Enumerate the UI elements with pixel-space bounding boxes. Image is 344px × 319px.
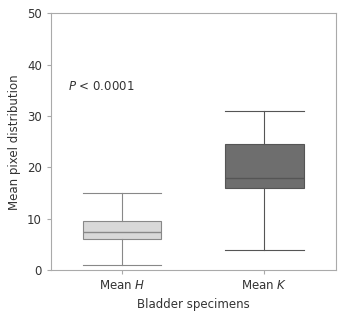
Y-axis label: Mean pixel distribution: Mean pixel distribution xyxy=(8,74,21,210)
Text: $P$ < 0.0001: $P$ < 0.0001 xyxy=(68,80,134,93)
X-axis label: Bladder specimens: Bladder specimens xyxy=(137,298,250,311)
FancyBboxPatch shape xyxy=(83,221,161,239)
FancyBboxPatch shape xyxy=(225,144,304,188)
